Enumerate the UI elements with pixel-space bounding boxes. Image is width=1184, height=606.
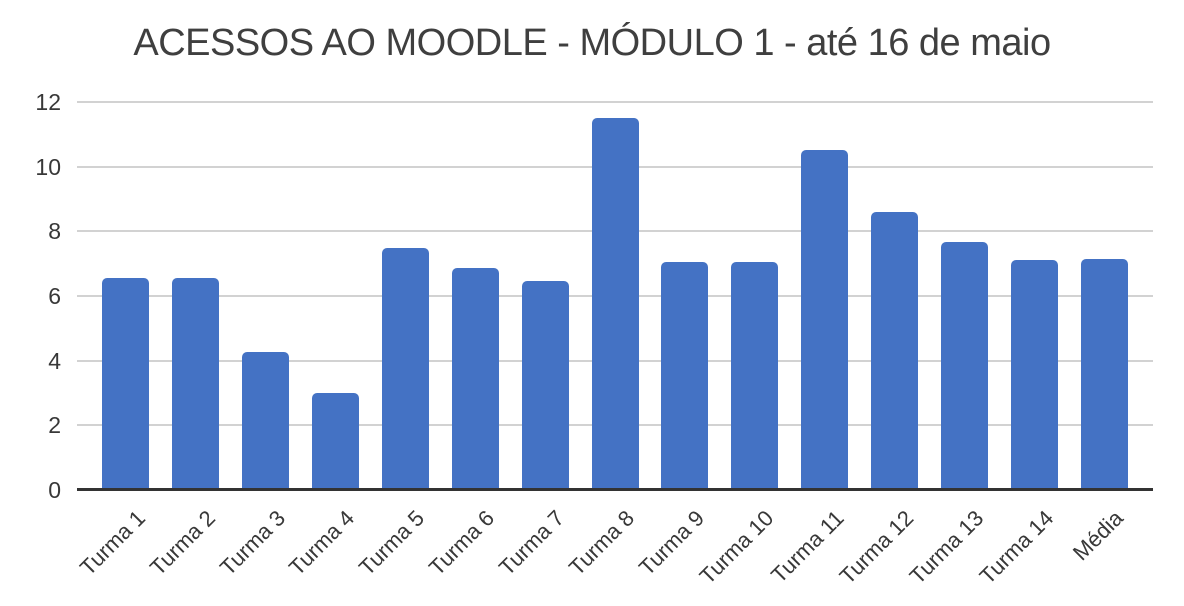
bar-turma-8 (591, 118, 639, 490)
bar-turma-14 (1010, 260, 1058, 490)
x-tick-label: Turma 7 (494, 505, 570, 581)
bar-turma-12 (870, 211, 918, 490)
x-tick-label: Turma 6 (424, 505, 500, 581)
bar-média (1080, 258, 1128, 490)
x-tick-label: Turma 13 (904, 505, 989, 589)
x-tick-label: Turma 14 (974, 505, 1059, 589)
x-tick-label: Média (1067, 505, 1129, 566)
x-tick-label: Turma 8 (563, 505, 639, 581)
bar-turma-6 (451, 268, 499, 490)
y-tick-label: 12 (35, 89, 61, 115)
x-tick-label: Turma 4 (284, 505, 360, 581)
y-tick-label: 4 (48, 347, 61, 374)
bar-turma-3 (242, 352, 290, 490)
bar-turma-13 (940, 242, 988, 490)
x-tick-label: Turma 2 (144, 505, 220, 581)
x-tick-label: Turma 10 (695, 505, 779, 589)
x-tick-label: Turma 12 (834, 505, 919, 589)
chart-title: ACESSOS AO MOODLE - MÓDULO 1 - até 16 de… (133, 22, 1051, 64)
bar-turma-4 (312, 393, 360, 490)
y-tick-label: 8 (48, 218, 61, 245)
bar-turma-2 (172, 277, 220, 490)
bar-turma-9 (661, 262, 709, 490)
y-tick-label: 6 (48, 283, 61, 309)
y-tick-label: 2 (48, 412, 61, 439)
x-axis-line (77, 488, 1153, 491)
bar-turma-5 (381, 248, 429, 490)
bar-turma-1 (102, 277, 150, 490)
x-tick-label: Turma 5 (354, 505, 430, 581)
x-tick-label: Turma 11 (766, 505, 849, 588)
x-tick-label: Turma 1 (74, 505, 150, 581)
plot-area: 0 2 4 6 8 10 12 Turma 1 Turma 2 Turma 3 Turma 4 Tur… (35, 89, 1153, 589)
x-tick-label: Turma 3 (214, 505, 290, 581)
gridline (77, 101, 1153, 103)
bar-turma-7 (521, 281, 569, 490)
y-tick-label: 10 (35, 153, 61, 180)
y-tick-label: 0 (48, 477, 61, 503)
bar-turma-11 (801, 149, 849, 490)
bar-turma-10 (731, 262, 779, 490)
